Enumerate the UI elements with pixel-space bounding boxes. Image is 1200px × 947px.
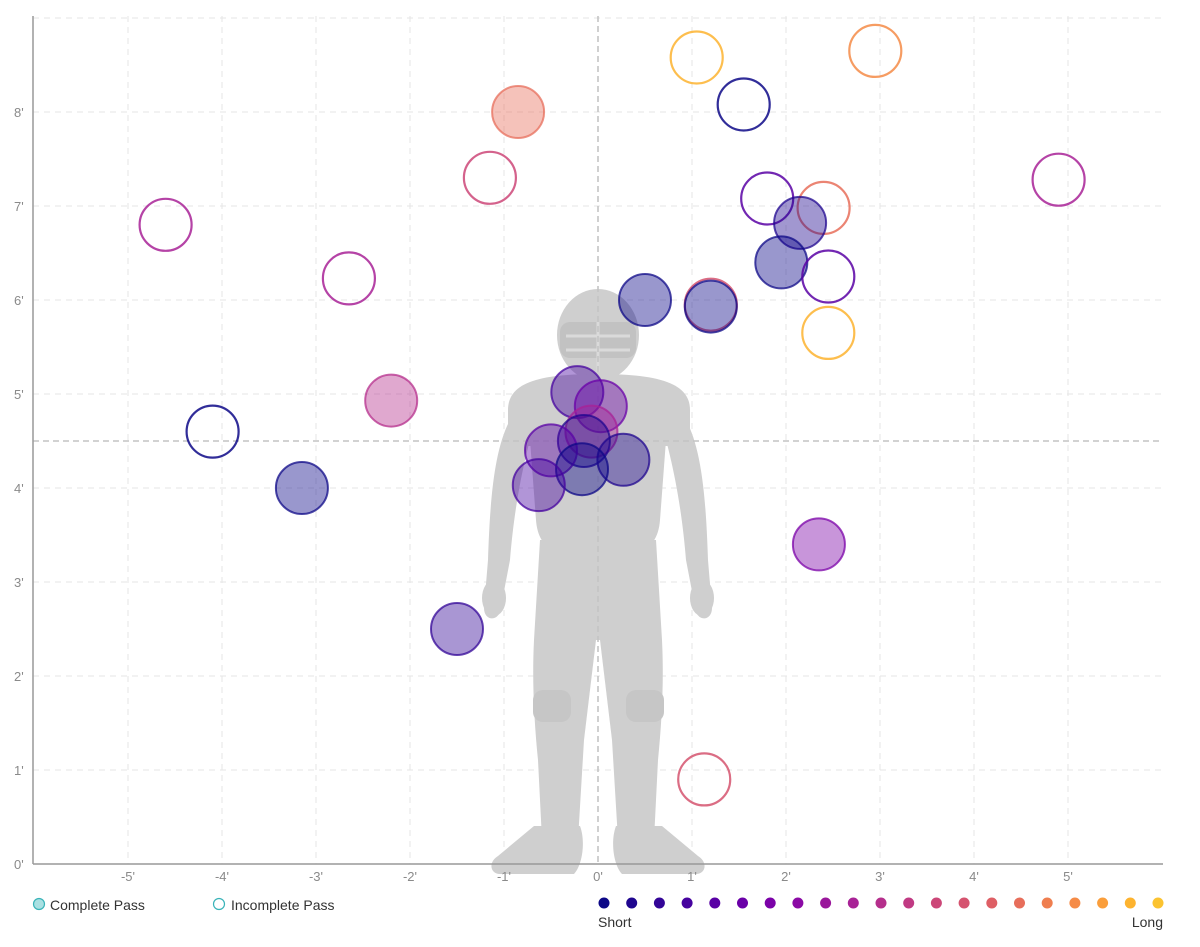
complete-pass-point [491, 85, 546, 139]
depth-scale-swatch [958, 897, 970, 909]
complete-pass-legend-label: Complete Pass [50, 897, 145, 913]
depth-scale-swatch [903, 897, 915, 909]
complete-pass-point [524, 423, 578, 478]
x-tick-label: 4' [969, 869, 979, 884]
y-tick-label: 8' [14, 105, 24, 120]
depth-scale-short-label: Short [598, 914, 632, 930]
depth-scale-swatch [875, 897, 887, 909]
depth-scale-swatch [626, 897, 638, 909]
complete-pass-point [791, 517, 846, 572]
x-tick-label: -5' [121, 869, 135, 884]
complete-pass-point [364, 373, 419, 428]
depth-scale-swatch [1014, 897, 1025, 909]
incomplete-pass-point [1031, 152, 1086, 207]
x-tick-label: 1' [687, 869, 697, 884]
strike-zone-center-lines [33, 16, 1163, 864]
x-tick-label: 5' [1063, 869, 1073, 884]
incomplete-pass-point [848, 23, 903, 79]
depth-scale-swatch [764, 897, 776, 909]
incomplete-pass-point [677, 752, 732, 807]
depth-scale-swatch [737, 897, 748, 909]
x-tick-label: -3' [309, 869, 323, 884]
tick-labels: -5' -4' -3' -2' -1' 0' 1' 2' 3' 4' 5' 0' 1' 2' 3' 4' 5' 6… [14, 105, 1073, 884]
depth-scale-swatch [1069, 897, 1081, 909]
incomplete-pass-point [716, 77, 771, 132]
x-tick-label: -4' [215, 869, 229, 884]
y-tick-label: 7' [14, 199, 24, 214]
depth-scale-swatch [709, 897, 721, 909]
y-tick-label: 3' [14, 575, 24, 590]
complete-pass-point [754, 235, 809, 290]
incomplete-pass-point [801, 249, 856, 304]
complete-pass-point [511, 458, 566, 513]
complete-pass-point [564, 404, 619, 459]
incomplete-pass-point [801, 305, 856, 360]
complete-pass-point [773, 195, 828, 250]
depth-scale-swatch [792, 897, 804, 909]
incomplete-pass-point [321, 251, 376, 306]
complete-pass-point [274, 461, 329, 515]
depth-scale-swatch [986, 897, 998, 909]
depth-scale-swatch [930, 897, 942, 909]
complete-pass-legend-marker [32, 897, 46, 911]
axes [32, 16, 1163, 865]
incomplete-pass-legend-marker [212, 897, 226, 911]
incomplete-pass-point [462, 150, 517, 205]
depth-scale-swatch [1041, 897, 1053, 909]
complete-pass-point [683, 279, 738, 334]
complete-pass-point [618, 273, 672, 327]
depth-scale-swatch [681, 897, 693, 909]
legend: Complete Pass Incomplete Pass [32, 897, 335, 913]
incomplete-pass-legend-label: Incomplete Pass [231, 897, 335, 913]
x-tick-label: 0' [593, 869, 603, 884]
x-tick-label: 3' [875, 869, 885, 884]
y-tick-label: 4' [14, 481, 24, 496]
incomplete-pass-point [138, 197, 193, 252]
y-tick-label: 2' [14, 669, 24, 684]
incomplete-pass-point [185, 404, 240, 459]
x-tick-label: -1' [497, 869, 511, 884]
y-tick-label: 6' [14, 293, 24, 308]
complete-pass-point [555, 442, 610, 497]
depth-scale-swatch [653, 897, 665, 909]
depth-scale-long-label: Long [1132, 914, 1163, 930]
pass-points [138, 23, 1086, 807]
x-tick-label: 2' [781, 869, 791, 884]
depth-scale-swatch [598, 897, 610, 909]
depth-scale-swatch [1152, 897, 1164, 909]
y-tick-label: 5' [14, 387, 24, 402]
x-tick-label: -2' [403, 869, 417, 884]
complete-pass-point [556, 414, 611, 468]
incomplete-pass-point [669, 30, 724, 85]
complete-pass-point [430, 602, 484, 656]
depth-scale-swatch [847, 897, 859, 909]
depth-scale-swatch [1124, 897, 1136, 909]
y-tick-label: 1' [14, 763, 24, 778]
depth-scale-swatch [820, 897, 832, 909]
pass-depth-color-scale: Short Long [598, 897, 1164, 930]
depth-scale-swatch [1097, 897, 1109, 909]
y-tick-label: 0' [14, 857, 24, 872]
football-player-silhouette-icon [482, 289, 714, 874]
complete-pass-point [596, 432, 651, 487]
